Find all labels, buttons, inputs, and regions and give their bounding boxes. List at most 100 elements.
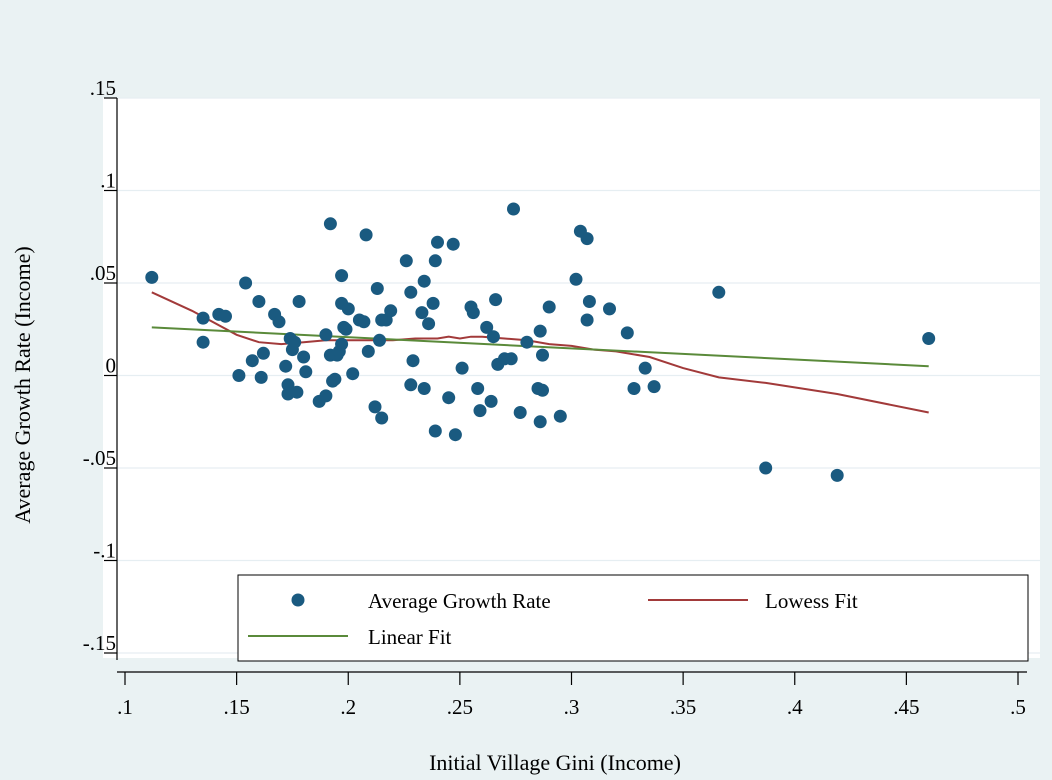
data-point-40 xyxy=(357,315,371,329)
data-point-26 xyxy=(323,217,337,231)
data-point-63 xyxy=(446,237,460,251)
x-ticks: .1 .15 .2 .25 .3 .35 .4 .45 .5 xyxy=(117,672,1026,719)
data-point-52 xyxy=(404,378,418,392)
data-point-9 xyxy=(254,370,268,384)
data-point-50 xyxy=(399,254,413,268)
x-tick-label-8: .5 xyxy=(1010,695,1026,719)
x-tick-label-0: .1 xyxy=(117,695,133,719)
data-point-98 xyxy=(759,461,773,475)
data-point-76 xyxy=(504,352,518,366)
data-point-2 xyxy=(196,335,210,349)
data-point-45 xyxy=(373,333,386,347)
data-point-34 xyxy=(335,269,349,283)
y-axis-title: Average Growth Rate (Income) xyxy=(10,246,35,524)
data-point-25 xyxy=(319,328,333,342)
data-point-29 xyxy=(328,372,342,386)
data-point-90 xyxy=(580,313,594,327)
legend-label-average-growth-rate: Average Growth Rate xyxy=(368,589,551,613)
x-tick-label-3: .25 xyxy=(447,695,473,719)
data-point-95 xyxy=(638,361,652,375)
x-tick-label-4: .3 xyxy=(564,695,580,719)
y-tick-label-4: -.05 xyxy=(83,446,116,470)
data-point-22 xyxy=(299,365,313,379)
data-point-86 xyxy=(553,409,567,423)
data-point-84 xyxy=(536,383,549,397)
data-point-96 xyxy=(647,380,661,394)
data-point-73 xyxy=(489,293,503,307)
data-point-81 xyxy=(533,324,547,338)
data-point-69 xyxy=(473,404,487,418)
x-tick-label-1: .15 xyxy=(224,695,250,719)
data-point-72 xyxy=(486,330,500,344)
y-ticks: .15 .1 .05 0 -.05 -.1 -.15 xyxy=(83,76,117,655)
data-point-83 xyxy=(536,348,549,362)
data-point-57 xyxy=(422,317,436,331)
x-axis-title: Initial Village Gini (Income) xyxy=(429,750,681,775)
x-tick-label-6: .4 xyxy=(787,695,803,719)
data-point-87 xyxy=(569,272,583,286)
data-point-44 xyxy=(370,282,384,295)
data-point-41 xyxy=(359,228,373,242)
data-point-12 xyxy=(272,315,286,329)
scatter-points xyxy=(145,202,936,482)
data-point-67 xyxy=(466,306,480,320)
data-point-61 xyxy=(431,235,444,249)
data-point-92 xyxy=(603,302,616,316)
legend-label-linear-fit: Linear Fit xyxy=(368,625,452,649)
data-point-49 xyxy=(384,304,398,318)
data-point-70 xyxy=(480,320,494,334)
data-point-1 xyxy=(196,311,210,325)
data-point-20 xyxy=(292,295,306,308)
data-point-13 xyxy=(279,359,293,373)
x-tick-label-7: .45 xyxy=(893,695,919,719)
data-point-18 xyxy=(288,335,302,349)
data-point-64 xyxy=(448,428,462,442)
data-point-68 xyxy=(471,382,485,395)
data-point-56 xyxy=(417,382,431,395)
data-point-42 xyxy=(361,344,375,358)
data-point-91 xyxy=(582,295,596,308)
data-point-78 xyxy=(513,406,527,419)
data-point-51 xyxy=(404,285,418,299)
data-point-85 xyxy=(542,300,556,314)
y-tick-label-1: .1 xyxy=(100,169,116,193)
data-point-5 xyxy=(232,369,246,382)
linear-fit-line xyxy=(151,326,929,368)
data-point-82 xyxy=(533,415,547,429)
data-point-94 xyxy=(627,382,641,395)
data-point-46 xyxy=(375,411,389,425)
x-tick-label-5: .35 xyxy=(670,695,696,719)
data-point-79 xyxy=(520,335,534,349)
data-point-37 xyxy=(341,302,355,316)
legend-box xyxy=(237,574,1029,662)
legend-marker-average-growth-rate xyxy=(291,593,305,607)
data-point-65 xyxy=(455,361,469,375)
data-point-54 xyxy=(415,306,429,320)
data-point-43 xyxy=(368,400,382,414)
data-point-58 xyxy=(426,296,440,310)
data-point-77 xyxy=(507,202,520,216)
data-point-0 xyxy=(145,270,159,284)
data-point-60 xyxy=(428,254,442,268)
data-point-89 xyxy=(580,232,594,246)
data-point-99 xyxy=(830,468,844,482)
data-point-97 xyxy=(712,285,726,299)
data-point-55 xyxy=(417,274,431,288)
data-point-100 xyxy=(922,332,936,345)
data-point-14 xyxy=(281,378,295,392)
data-point-32 xyxy=(335,337,349,351)
data-point-21 xyxy=(297,350,311,364)
data-point-10 xyxy=(256,346,270,360)
data-point-38 xyxy=(346,367,360,381)
legend: Average Growth Rate Lowess Fit Linear Fi… xyxy=(237,574,1029,662)
data-point-6 xyxy=(239,276,253,290)
legend-label-lowess-fit: Lowess Fit xyxy=(765,589,858,613)
data-point-4 xyxy=(219,309,232,323)
data-point-36 xyxy=(339,322,353,336)
data-point-24 xyxy=(319,389,333,403)
data-point-8 xyxy=(252,295,266,308)
y-tick-label-6: -.15 xyxy=(83,631,116,655)
data-point-59 xyxy=(428,424,442,438)
data-point-7 xyxy=(245,354,259,368)
